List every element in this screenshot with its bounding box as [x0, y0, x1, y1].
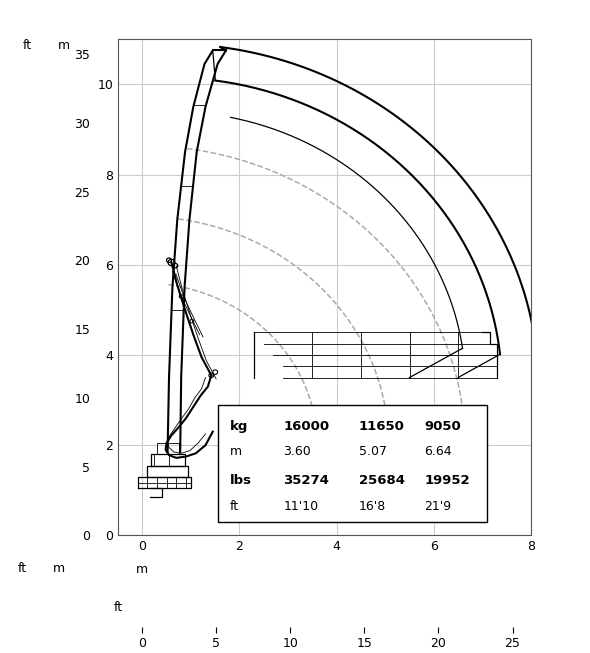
Text: m: m [53, 562, 65, 575]
Text: 35274: 35274 [283, 474, 329, 487]
Text: lbs: lbs [230, 474, 252, 487]
Text: kg: kg [230, 420, 248, 433]
Text: 3.60: 3.60 [283, 445, 311, 458]
Text: 11650: 11650 [359, 420, 404, 433]
Text: m: m [136, 563, 148, 576]
Bar [218, 405, 487, 522]
Text: 16000: 16000 [283, 420, 329, 433]
Text: 11'10: 11'10 [283, 500, 319, 513]
Text: 6.64: 6.64 [424, 445, 452, 458]
Text: ft: ft [230, 500, 239, 513]
Text: ft: ft [113, 601, 123, 614]
Text: 21'9: 21'9 [424, 500, 451, 513]
Text: 16'8: 16'8 [359, 500, 386, 513]
Text: 25684: 25684 [359, 474, 405, 487]
Text: ft: ft [18, 562, 27, 575]
Text: m: m [230, 445, 242, 458]
Text: ft: ft [22, 39, 32, 52]
Text: 9050: 9050 [424, 420, 461, 433]
Text: 5.07: 5.07 [359, 445, 386, 458]
Text: m: m [58, 39, 70, 52]
Text: 19952: 19952 [424, 474, 470, 487]
